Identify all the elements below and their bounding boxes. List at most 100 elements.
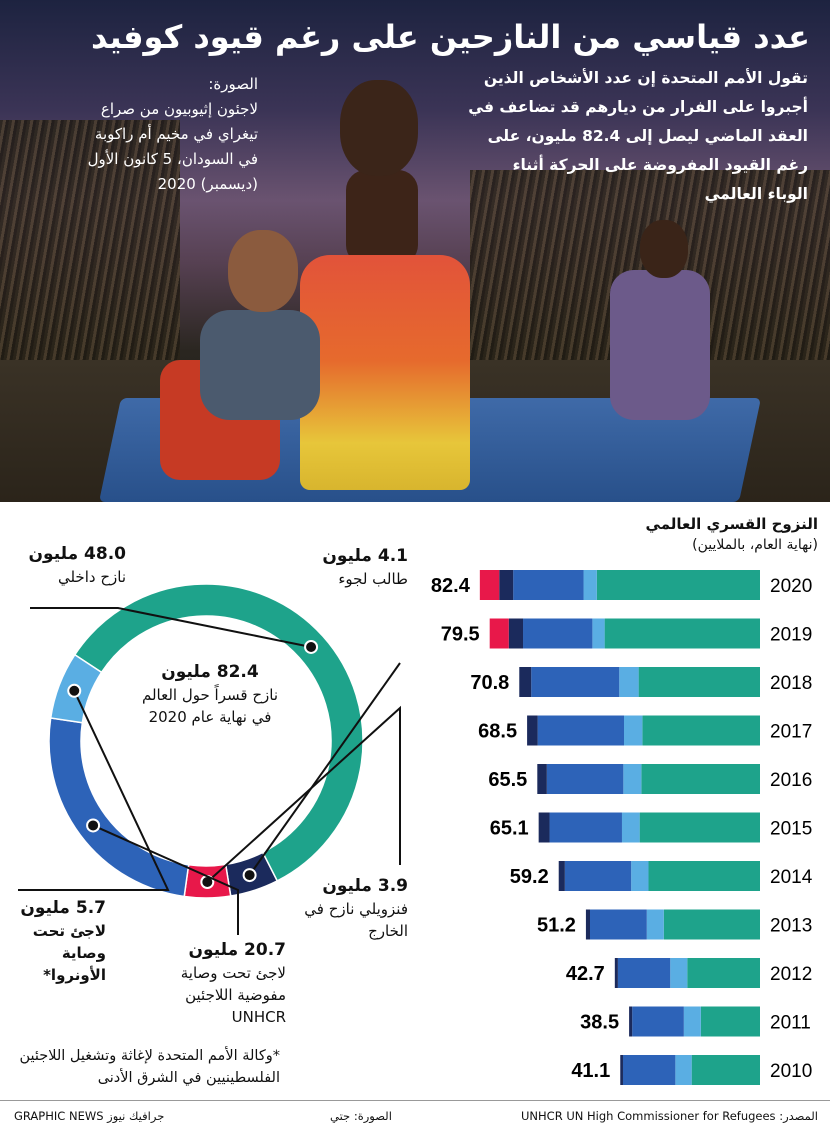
bar-refugees_unhcr-2016 — [546, 764, 624, 794]
bar-idp-2020 — [596, 570, 760, 600]
bar-venezuelans-2014 — [631, 861, 649, 891]
seated-woman-figure — [600, 220, 710, 420]
bar-year-2018: 2018 — [770, 673, 812, 694]
bar-venezuelans-2016 — [623, 764, 642, 794]
bar-asylum_seekers-2019 — [508, 618, 524, 649]
bar-total-2015: 65.1 — [490, 818, 529, 840]
bar-refugees_unhcr-2015 — [549, 812, 622, 843]
bar-idp-2017 — [642, 715, 760, 746]
label-unrwa-text: لاجئ تحت وصاية الأونروا* — [32, 922, 106, 984]
bar-venezuelans-2015 — [621, 812, 640, 843]
bar-total-2016: 65.5 — [488, 769, 527, 791]
bar-idp-2010 — [691, 1055, 760, 1085]
bar-year-2019: 2019 — [770, 625, 812, 646]
bar-total-2013: 51.2 — [537, 915, 576, 937]
label-asylum-value: 4.1 مليون — [322, 546, 408, 566]
bar-idp-2018 — [638, 667, 760, 697]
bar-venezuelans-2013 — [646, 909, 664, 940]
bar-asylum_seekers-2014 — [558, 861, 565, 891]
bar-total-2018: 70.8 — [470, 672, 509, 694]
bar-year-2017: 2017 — [770, 722, 812, 743]
bar-year-2015: 2015 — [770, 819, 812, 840]
bar-refugees_unhcr-2010 — [622, 1055, 676, 1085]
bar-refugees_unhcr-2017 — [537, 715, 624, 746]
child-figure — [160, 230, 330, 490]
bar-refugees_unrwa-2019 — [489, 618, 509, 649]
leader-line-idp — [30, 607, 312, 648]
bar-idp-2016 — [641, 764, 760, 794]
label-unhcr-value: 20.7 مليون — [188, 940, 286, 960]
bars-title: النزوح القسري العالمي — [645, 515, 818, 533]
footer-credit: الصورة: جتي — [330, 1109, 392, 1123]
bar-idp-2013 — [663, 909, 760, 940]
bar-venezuelans-2010 — [675, 1055, 692, 1085]
bar-year-2012: 2012 — [770, 964, 812, 985]
displacement-bar-chart: 82.4 2020 79.5 2019 70.8 2018 68.5 2017 65.5 2016… — [431, 570, 813, 1085]
bar-asylum_seekers-2012 — [614, 958, 618, 988]
label-idp-value: 48.0 مليون — [28, 544, 126, 564]
bar-idp-2014 — [648, 861, 760, 891]
bar-refugees_unhcr-2014 — [564, 861, 632, 891]
mother-figure — [300, 80, 470, 490]
bar-asylum_seekers-2016 — [537, 764, 547, 794]
label-unrwa-value: 5.7 مليون — [20, 898, 106, 918]
photo-caption: الصورة: لاجئون إثيوبيون من صراع تيغراي ف… — [78, 72, 258, 197]
bar-venezuelans-2018 — [619, 667, 639, 697]
donut-center-text: نازح قسراً حول العالم في نهاية عام 2020 — [142, 686, 278, 726]
bar-refugees_unhcr-2012 — [617, 958, 671, 988]
donut-center-label: 82.4 مليون نازح قسراً حول العالم في نهاي… — [140, 660, 280, 728]
leader-dot-asylum_seekers — [242, 868, 257, 883]
bar-year-2014: 2014 — [770, 867, 813, 888]
leader-line-asylum_seekers — [248, 662, 401, 876]
hero-photo — [0, 0, 830, 502]
bar-venezuelans-2019 — [592, 618, 605, 649]
bar-year-2020: 2020 — [770, 576, 812, 597]
bar-total-2020: 82.4 — [431, 575, 471, 597]
label-venezuelans: 3.9 مليون فنزويلي نازح في الخارج — [300, 874, 408, 942]
label-unrwa: 5.7 مليون لاجئ تحت وصاية الأونروا* — [10, 896, 106, 986]
donut-center-value: 82.4 مليون — [161, 662, 259, 682]
label-asylum-text: طالب لجوء — [338, 570, 408, 588]
bar-idp-2015 — [639, 812, 760, 843]
bar-year-2010: 2010 — [770, 1061, 812, 1082]
bar-asylum_seekers-2018 — [519, 667, 532, 697]
page-title: عدد قياسي من النازحين على رغم قيود كوفيد — [91, 18, 810, 56]
label-asylum: 4.1 مليون طالب لجوء — [300, 544, 408, 590]
bar-venezuelans-2017 — [624, 715, 643, 746]
bar-venezuelans-2012 — [670, 958, 688, 988]
bar-idp-2012 — [687, 958, 760, 988]
bar-total-2012: 42.7 — [566, 963, 605, 985]
bar-refugees_unhcr-2020 — [513, 570, 584, 600]
label-venezuelans-text: فنزويلي نازح في الخارج — [304, 900, 408, 940]
footnote: *وكالة الأمم المتحدة لإغاثة وتشغيل اللاج… — [19, 1048, 280, 1086]
label-idp-text: نازح داخلي — [57, 568, 126, 586]
intro-text: تقول الأمم المتحدة إن عدد الأشخاص الذين … — [468, 69, 808, 203]
footer-source: المصدر: UNHCR UN High Commissioner for R… — [521, 1109, 818, 1123]
bar-idp-2011 — [700, 1006, 760, 1037]
footer: GRAPHIC NEWS جرافيك نيوز الصورة: جتي الم… — [0, 1100, 830, 1133]
bar-asylum_seekers-2020 — [499, 570, 514, 600]
bar-refugees_unhcr-2018 — [531, 667, 620, 697]
label-unhcr-text: لاجئ تحت وصاية مفوضية اللاجئين UNHCR — [180, 964, 286, 1026]
bar-venezuelans-2020 — [583, 570, 597, 600]
bar-total-2011: 38.5 — [580, 1012, 619, 1034]
leader-line-refugees_unrwa — [206, 705, 401, 883]
label-idp: 48.0 مليون نازح داخلي — [16, 542, 126, 588]
bar-refugees_unhcr-2011 — [632, 1006, 684, 1037]
donut-slice-refugees_unhcr — [48, 717, 190, 898]
displacement-donut-chart — [18, 583, 401, 935]
bar-asylum_seekers-2010 — [620, 1055, 623, 1085]
bar-idp-2019 — [604, 618, 760, 649]
donut-slice-idp — [73, 583, 364, 882]
bar-total-2019: 79.5 — [441, 624, 480, 646]
bar-asylum_seekers-2015 — [538, 812, 550, 843]
leader-line-refugees_unhcr — [92, 824, 239, 935]
bar-total-2010: 41.1 — [571, 1060, 610, 1082]
bar-venezuelans-2011 — [683, 1006, 701, 1037]
footer-brand: GRAPHIC NEWS جرافيك نيوز — [14, 1109, 165, 1123]
bar-asylum_seekers-2013 — [585, 909, 590, 940]
bar-total-2017: 68.5 — [478, 721, 517, 743]
bar-refugees_unhcr-2019 — [523, 618, 593, 649]
bar-year-2013: 2013 — [770, 916, 812, 937]
caption-text: لاجئون إثيوبيون من صراع تيغراي في مخيم أ… — [87, 100, 258, 193]
